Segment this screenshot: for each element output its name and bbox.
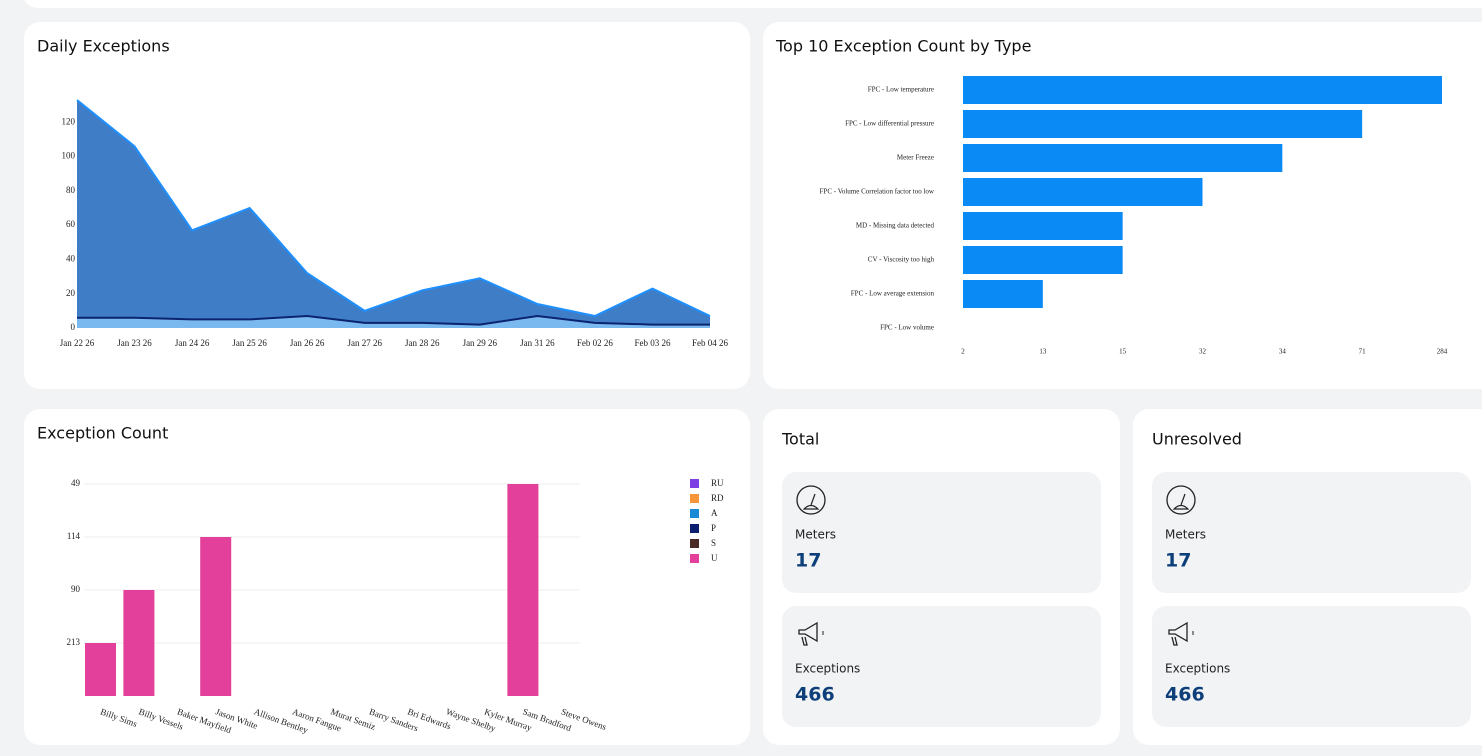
y-tick-label: MD - Missing data detected (856, 222, 935, 230)
area (77, 100, 710, 328)
y-tick-label: 120 (62, 116, 76, 126)
stat-box (782, 472, 1101, 593)
legend-label: U (711, 553, 718, 563)
y-tick-label: 90 (71, 584, 81, 594)
x-tick-label: Jan 25 26 (232, 338, 267, 348)
legend-swatch (690, 509, 699, 518)
line (77, 314, 710, 326)
area (77, 316, 710, 328)
bar (85, 643, 116, 696)
legend-label: RD (711, 493, 724, 503)
x-tick-label: Jan 26 26 (290, 338, 325, 348)
stat-value: 17 (1165, 550, 1191, 572)
x-tick-label: Jan 22 26 (60, 338, 95, 348)
y-tick-label: CV - Viscosity too high (868, 256, 935, 264)
legend-swatch (690, 479, 699, 488)
x-tick-label: Feb 04 26 (692, 338, 729, 348)
x-tick-label: Feb 02 26 (577, 338, 614, 348)
x-tick-label: Jan 28 26 (405, 338, 440, 348)
bar (963, 246, 1123, 274)
legend-swatch (690, 494, 699, 503)
x-tick-label: 34 (1279, 348, 1287, 356)
x-tick-label: Jan 29 26 (463, 338, 498, 348)
y-tick-label: 100 (62, 151, 76, 161)
gauge-icon (796, 485, 826, 515)
card-title: Total (781, 430, 819, 449)
x-tick-label: Feb 03 26 (634, 338, 671, 348)
y-tick-label: 0 (71, 322, 76, 332)
stat-box (1152, 606, 1471, 727)
x-tick-label: 32 (1199, 348, 1207, 356)
x-tick-label: 284 (1437, 348, 1448, 356)
x-tick-label: Jan 23 26 (117, 338, 152, 348)
y-tick-label: 40 (66, 253, 76, 263)
bar (963, 280, 1043, 308)
bar (200, 537, 232, 696)
stat-label: Meters (1165, 528, 1206, 542)
bar (963, 212, 1123, 240)
gauge-icon (1166, 485, 1196, 515)
y-tick-label: 20 (66, 288, 76, 298)
top-panel (24, 0, 1482, 8)
legend-label: S (711, 538, 716, 548)
card-title: Unresolved (1152, 430, 1242, 449)
stat-label: Exceptions (1165, 662, 1230, 676)
chart-title: Daily Exceptions (37, 37, 170, 56)
legend-swatch (690, 554, 699, 563)
y-tick-label: 213 (67, 637, 81, 647)
line (76, 99, 711, 318)
legend-swatch (690, 539, 699, 548)
x-tick-label: 71 (1359, 348, 1367, 356)
stat-value: 17 (795, 550, 821, 572)
megaphone-icon (798, 621, 818, 646)
gauge-icon (802, 493, 820, 510)
legend-swatch (690, 524, 699, 533)
x-tick-label: Jan 27 26 (347, 338, 382, 348)
x-tick-label: 13 (1039, 348, 1047, 356)
chart-title: Exception Count (37, 424, 168, 443)
y-tick-label: FPC - Low temperature (868, 86, 934, 94)
y-tick-label: 80 (66, 185, 76, 195)
megaphone-icon (1168, 621, 1188, 646)
x-tick-label: Jan 31 26 (520, 338, 555, 348)
y-tick-label: Meter Freeze (897, 154, 934, 162)
stat-box (782, 606, 1101, 727)
stat-label: Meters (795, 528, 836, 542)
bar (963, 144, 1283, 172)
x-tick-label: 15 (1119, 348, 1127, 356)
chart-title: Top 10 Exception Count by Type (775, 37, 1031, 56)
legend-label: A (711, 508, 718, 518)
y-tick-label: 49 (71, 478, 81, 488)
stat-value: 466 (795, 684, 835, 706)
bar (507, 484, 539, 696)
stat-box (1152, 472, 1471, 593)
legend-label: P (711, 523, 716, 533)
x-tick-label: Jan 24 26 (175, 338, 210, 348)
bar (123, 590, 155, 696)
stat-label: Exceptions (795, 662, 860, 676)
y-tick-label: FPC - Low differential pressure (845, 120, 934, 128)
bar (963, 178, 1203, 206)
stat-value: 466 (1165, 684, 1205, 706)
bar (963, 110, 1363, 138)
y-tick-label: FPC - Volume Correlation factor too low (820, 188, 935, 196)
y-tick-label: 114 (67, 531, 81, 541)
y-tick-label: FPC - Low average extension (851, 290, 935, 298)
x-tick-label: 2 (961, 348, 965, 356)
bar (963, 76, 1442, 104)
y-tick-label: 60 (66, 219, 76, 229)
y-tick-label: FPC - Low volume (880, 324, 934, 332)
gauge-icon (1172, 493, 1190, 510)
legend-label: RU (711, 478, 724, 488)
